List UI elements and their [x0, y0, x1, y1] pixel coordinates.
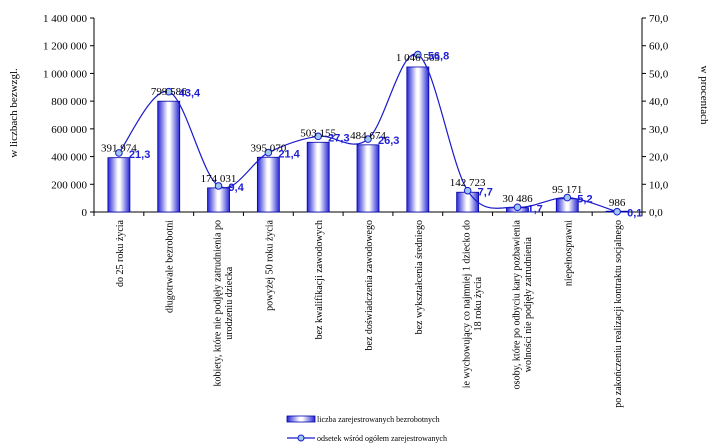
bar-value-label: 799 586 [151, 86, 187, 98]
bar-value-label: 484 674 [350, 130, 386, 142]
right-axis-tick-label: 50,0 [649, 68, 669, 80]
percentage-value-label: 0,1 [627, 208, 642, 220]
percentage-line [115, 50, 621, 216]
percentage-point [164, 87, 173, 96]
y2-axis-label: w procentach [698, 66, 710, 125]
bar [456, 191, 480, 213]
percentage-point [613, 207, 621, 216]
right-axis-tick-label: 30,0 [649, 124, 669, 136]
bar-value-label: 30 486 [502, 193, 533, 205]
percentage-value-label: 21,4 [278, 149, 300, 161]
right-axis-tick-label: 10,0 [649, 179, 669, 191]
category-label-line: 18 roku życia [473, 276, 484, 331]
category-labels: do 25 roku życia długotrwale bezrobotni ko… [115, 219, 624, 407]
data-labels: 391 974 799 586 174 031 395 070 503 155 484 6… [101, 51, 642, 220]
percentage-value-label: 7,7 [478, 187, 493, 199]
left-axis-tick-label: 400 000 [51, 152, 87, 164]
left-axis-tick-label: 1 400 000 [43, 13, 88, 25]
bar [107, 157, 131, 213]
legend-line-label: odsetek wśród ogółem zarejestrowanych [317, 434, 447, 443]
left-axis-tick-label: 1 000 000 [43, 68, 88, 80]
bar-value-label: 95 171 [552, 184, 582, 196]
percentage-value-label: 1,7 [527, 203, 542, 215]
bar-value-label: 142 723 [450, 177, 486, 189]
percentage-value-label: 56,8 [428, 51, 449, 63]
percentage-value-label: 9,4 [229, 182, 245, 194]
bar-value-label: 391 974 [101, 143, 137, 155]
category-label: po zakończeniu realizacji kontraktu socj… [613, 220, 624, 408]
legend-line-marker [297, 434, 305, 442]
category-label: ie wychowujący co najmniej 1 dziecko do1… [462, 220, 485, 388]
category-label-line: powyżej 50 roku życia [264, 219, 275, 310]
category-label: powyżej 50 roku życia [264, 219, 275, 310]
right-axis-tick-label: 0,0 [649, 207, 663, 219]
bar-value-label: 986 [609, 197, 626, 209]
bars [107, 66, 629, 213]
percentage-point [563, 193, 572, 202]
category-label-line: do 25 roku życia [115, 219, 126, 286]
left-axis-tick-label: 200 000 [51, 179, 87, 191]
category-label-line: niepełnosprawni [563, 220, 574, 286]
bar [256, 156, 280, 213]
category-label-line: ie wychowujący co najmniej 1 dziecko do [462, 220, 473, 388]
right-axis-tick-label: 60,0 [649, 41, 669, 53]
category-label: bez wykształcenia średniego [414, 220, 425, 334]
bar [356, 144, 380, 213]
category-label: niepełnosprawni [563, 220, 574, 286]
right-axis: 0,0 10,0 20,0 30,0 40,0 50,0 60,0 70,0 [641, 13, 669, 219]
bar [306, 141, 330, 213]
bar [157, 100, 181, 213]
percentage-point [314, 132, 322, 141]
percentage-value-label: 5,2 [577, 194, 592, 206]
legend-bar-label: liczba zarejestrowanych bezrobotnych [317, 415, 440, 424]
percentage-point [214, 182, 223, 190]
left-axis-tick-label: 800 000 [51, 96, 87, 108]
category-label: bez kwalifikacji zawodowych [314, 220, 325, 339]
y-axis-label: w liczbach bezwzgl. [8, 68, 20, 158]
percentage-point [463, 186, 472, 195]
percentage-point [364, 135, 372, 143]
category-label-line: bez wykształcenia średniego [414, 220, 425, 334]
category-label-line: urodzeniu dziecka [224, 266, 235, 340]
category-label: do 25 roku życia [115, 219, 126, 286]
category-label-line: wolności nie podjęły zatrudnienia [523, 236, 534, 372]
right-axis-tick-label: 70,0 [649, 13, 669, 25]
category-label-line: bez doświadczenia zawodowego [364, 220, 375, 351]
bar-value-label: 174 031 [201, 173, 237, 185]
category-label: bez doświadczenia zawodowego [364, 220, 375, 351]
legend-bar-swatch [286, 415, 316, 423]
category-label: kobiety, które nie podjęły zatrudnienia … [213, 220, 236, 387]
legend: liczba zarejestrowanych bezrobotnych ods… [286, 415, 447, 443]
category-label-line: długotrwale bezrobotni [165, 220, 176, 313]
left-axis-tick-label: 1 200 000 [43, 41, 88, 53]
bar-value-label: 395 070 [250, 142, 286, 154]
category-label-line: bez kwalifikacji zawodowych [314, 220, 325, 339]
category-label: długotrwale bezrobotni [165, 220, 176, 313]
bar [406, 66, 430, 213]
percentage-point [264, 148, 273, 157]
category-label-line: kobiety, które nie podjęły zatrudnienia … [213, 220, 224, 387]
right-axis-tick-label: 40,0 [649, 96, 669, 108]
percentage-point [414, 50, 422, 59]
percentage-point [513, 203, 522, 212]
percentage-value-label: 21,3 [129, 149, 150, 161]
bar-value-label: 1 046 563 [396, 52, 441, 64]
bar-value-label: 503 155 [300, 127, 336, 139]
left-axis-tick-label: 0 [82, 207, 88, 219]
category-label: osoby, które po odbyciu kary pozbawienia… [511, 219, 534, 389]
category-label-line: po zakończeniu realizacji kontraktu socj… [613, 220, 624, 408]
percentage-value-label: 27,3 [328, 132, 349, 144]
percentage-value-label: 26,3 [378, 135, 399, 147]
percentage-value-label: 43,4 [179, 88, 201, 100]
category-label-line: osoby, które po odbyciu kary pozbawienia [511, 219, 522, 389]
percentage-point [115, 149, 123, 157]
right-axis-tick-label: 20,0 [649, 152, 669, 164]
left-axis-tick-label: 600 000 [51, 124, 87, 136]
bar [207, 187, 230, 213]
